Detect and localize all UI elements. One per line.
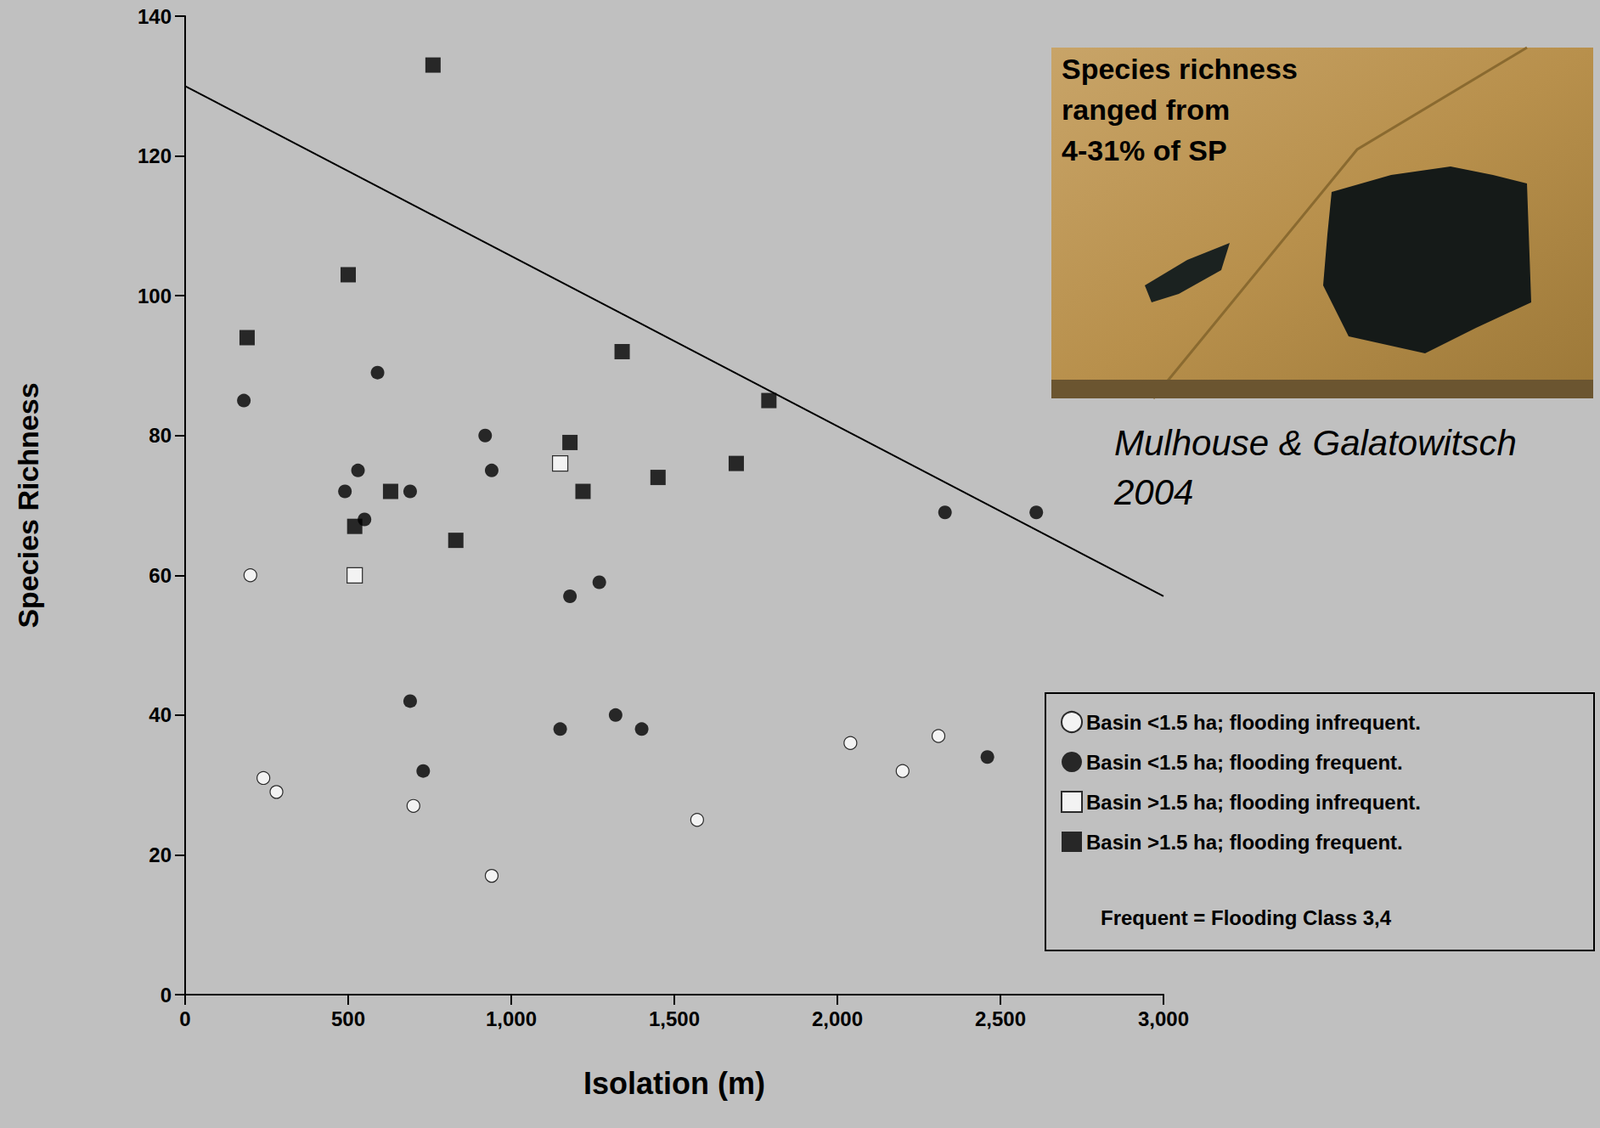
- svg-text:80: 80: [148, 423, 172, 447]
- svg-text:4-31% of SP: 4-31% of SP: [1061, 134, 1228, 167]
- svg-text:ranged from: ranged from: [1061, 93, 1230, 126]
- svg-text:120: 120: [137, 144, 172, 168]
- svg-text:0: 0: [160, 983, 172, 1007]
- svg-text:2004: 2004: [1113, 472, 1194, 513]
- svg-text:60: 60: [148, 563, 172, 587]
- svg-text:0: 0: [179, 1007, 191, 1031]
- svg-text:1,500: 1,500: [648, 1007, 700, 1031]
- svg-text:140: 140: [137, 5, 172, 29]
- svg-text:Frequent = Flooding Class 3,4: Frequent = Flooding Class 3,4: [1100, 906, 1392, 930]
- svg-text:Basin >1.5 ha; flooding freque: Basin >1.5 ha; flooding frequent.: [1086, 830, 1403, 854]
- svg-text:Basin >1.5 ha; flooding infreq: Basin >1.5 ha; flooding infrequent.: [1086, 790, 1421, 814]
- svg-text:40: 40: [148, 703, 172, 727]
- svg-text:3,000: 3,000: [1138, 1007, 1189, 1031]
- svg-text:Mulhouse & Galatowitsch: Mulhouse & Galatowitsch: [1114, 422, 1517, 463]
- svg-text:20: 20: [148, 843, 172, 867]
- svg-text:100: 100: [137, 284, 172, 308]
- svg-text:Basin <1.5 ha; flooding freque: Basin <1.5 ha; flooding frequent.: [1086, 750, 1403, 774]
- svg-text:2,000: 2,000: [811, 1007, 863, 1031]
- svg-text:Basin <1.5 ha; flooding infreq: Basin <1.5 ha; flooding infrequent.: [1086, 710, 1421, 734]
- svg-text:Isolation (m): Isolation (m): [583, 1065, 766, 1101]
- svg-text:Species richness: Species richness: [1061, 52, 1298, 85]
- svg-text:1,000: 1,000: [485, 1007, 537, 1031]
- svg-text:2,500: 2,500: [974, 1007, 1026, 1031]
- svg-text:500: 500: [331, 1007, 366, 1031]
- svg-text:Species Richness: Species Richness: [11, 382, 45, 628]
